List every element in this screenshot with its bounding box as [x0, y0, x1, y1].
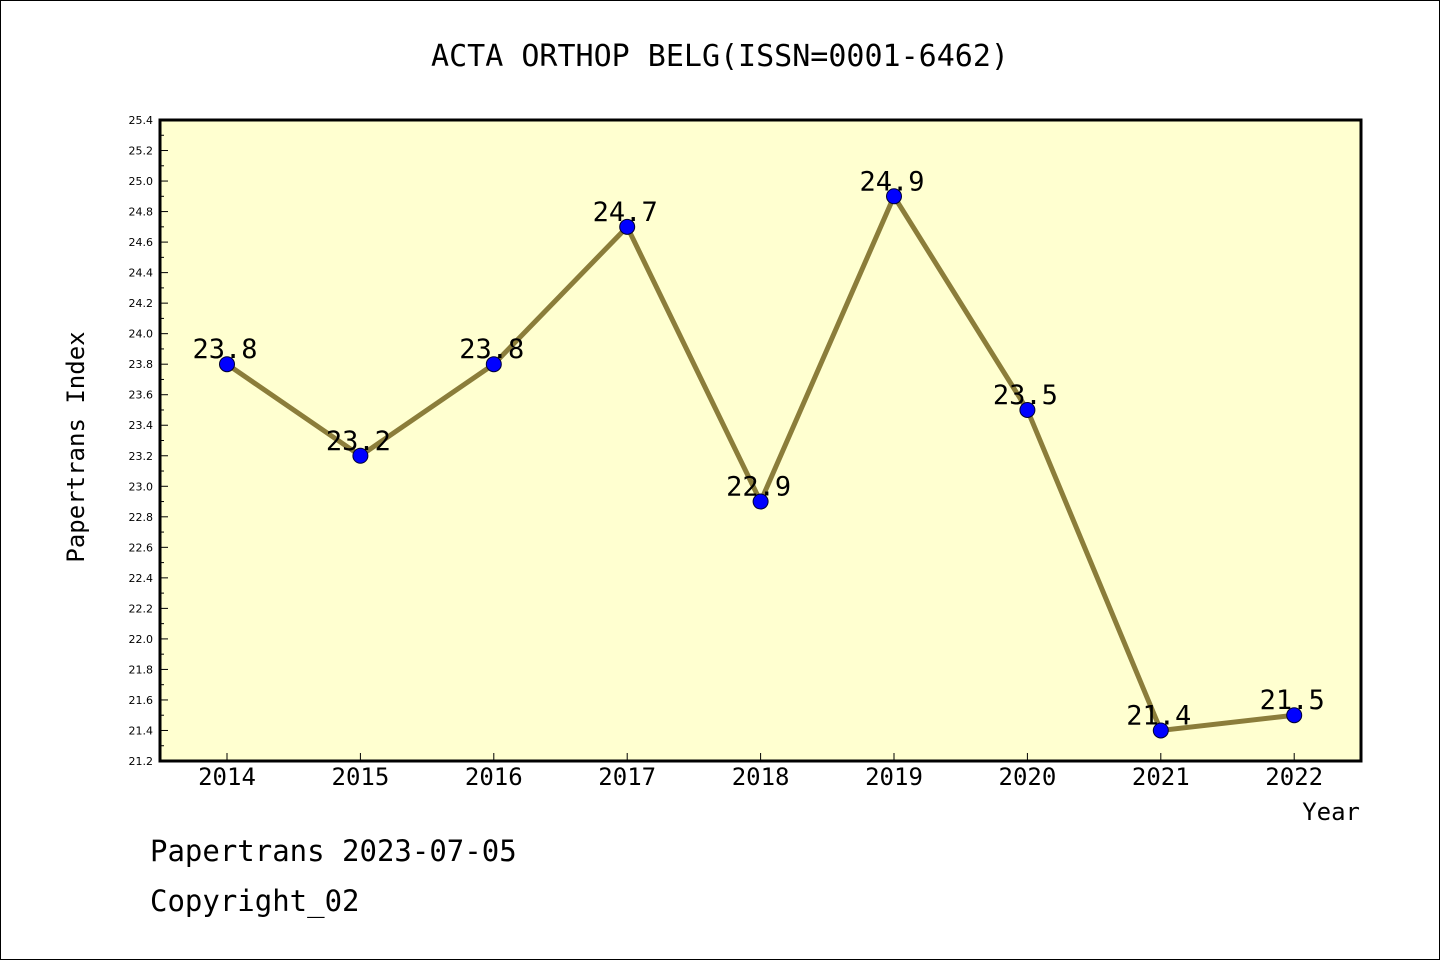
- y-tick-label: 21.8: [129, 663, 154, 676]
- y-axis: 21.2 21.4 21.6 21.8 22.0 22.2 22.4 22.6 22.8 23.0…: [129, 114, 168, 768]
- y-tick-label: 23.0: [129, 480, 154, 493]
- y-tick-label: 24.8: [129, 206, 154, 219]
- x-tick-label: 2016: [465, 763, 523, 791]
- data-point: [219, 356, 235, 373]
- y-tick-label: 21.4: [129, 724, 154, 737]
- y-tick-label: 25.4: [129, 114, 154, 127]
- y-tick-label: 23.6: [129, 389, 154, 402]
- data-point: [352, 447, 369, 464]
- data-point: [485, 356, 502, 373]
- y-tick-label: 23.2: [129, 450, 154, 463]
- footer-date: Papertrans 2023-07-05: [150, 834, 517, 868]
- y-tick-label: 23.4: [129, 419, 154, 432]
- data-label: 21.4: [1126, 700, 1191, 731]
- chart-title: ACTA ORTHOP BELG(ISSN=0001-6462): [431, 39, 1009, 74]
- plot-area: [158, 118, 1363, 763]
- x-tick-label: 2021: [1132, 763, 1190, 791]
- x-axis-label: Year: [1302, 798, 1360, 826]
- y-tick-label: 21.6: [129, 694, 154, 707]
- data-label: 23.8: [192, 334, 257, 365]
- x-tick-label: 2020: [999, 763, 1057, 791]
- x-tick-label: 2014: [198, 763, 256, 791]
- series-line: [219, 188, 1303, 739]
- y-tick-label: 24.4: [129, 267, 154, 280]
- x-tick-label: 2022: [1265, 763, 1323, 791]
- data-label: 21.5: [1260, 685, 1325, 716]
- data-point: [1286, 707, 1303, 724]
- data-label: 24.7: [593, 197, 658, 228]
- y-tick-label: 23.8: [129, 358, 154, 371]
- y-tick-label: 22.8: [129, 511, 154, 524]
- data-label: 23.5: [993, 380, 1058, 411]
- y-tick-label: 21.2: [129, 755, 154, 768]
- data-label: 23.8: [459, 334, 524, 365]
- x-tick-label: 2015: [332, 763, 390, 791]
- data-point: [1019, 401, 1036, 418]
- data-point: [886, 188, 902, 205]
- data-labels: 23.8 23.2 23.8 24.7 22.9 24.9 23.5 21.4 21.5: [192, 166, 1324, 731]
- y-axis-label: Papertrans Index: [62, 331, 90, 562]
- footer-copyright: Copyright_02: [150, 884, 360, 918]
- x-tick-label: 2018: [732, 763, 790, 791]
- y-tick-label: 22.4: [129, 572, 154, 585]
- data-point: [1152, 722, 1169, 739]
- y-tick-label: 25.0: [129, 175, 154, 188]
- y-tick-label: 25.2: [129, 145, 154, 158]
- data-label: 24.9: [859, 166, 924, 197]
- y-tick-label: 22.0: [129, 633, 154, 646]
- x-axis: 2014 2015 2016 2017 2018 2019 2020 2021 2022: [198, 753, 1323, 791]
- y-tick-label: 24.0: [129, 328, 154, 341]
- data-point: [619, 218, 636, 235]
- x-tick-label: 2019: [865, 763, 923, 791]
- data-label: 22.9: [726, 472, 791, 503]
- y-tick-label: 24.6: [129, 236, 154, 249]
- y-tick-label: 22.2: [129, 602, 154, 615]
- y-tick-label: 24.2: [129, 297, 154, 310]
- data-label: 23.2: [326, 426, 391, 457]
- x-tick-label: 2017: [598, 763, 656, 791]
- data-point: [752, 493, 769, 510]
- y-tick-label: 22.6: [129, 541, 154, 554]
